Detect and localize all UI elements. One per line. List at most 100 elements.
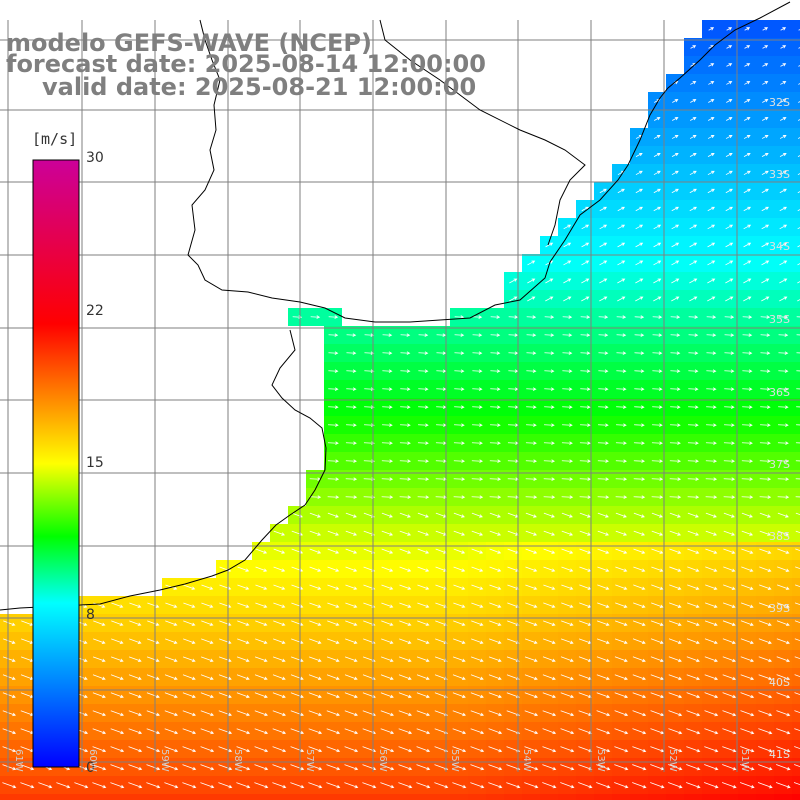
wind-speed-cell	[792, 506, 800, 524]
wind-arrow	[578, 782, 593, 789]
wind-arrow	[417, 584, 430, 590]
wind-arrow	[452, 710, 466, 717]
colorbar-tick: 8	[86, 607, 95, 623]
wind-arrow	[38, 782, 53, 789]
wind-arrow	[758, 764, 773, 771]
wind-arrow	[147, 602, 160, 608]
wind-arrow	[290, 728, 305, 735]
wind-arrow	[761, 242, 770, 248]
wind-arrow	[708, 81, 715, 85]
wind-arrow	[561, 530, 574, 536]
wind-arrow	[744, 45, 751, 49]
wind-arrow	[364, 351, 375, 355]
wind-arrow	[218, 710, 232, 717]
wind-arrow	[707, 260, 716, 266]
wind-arrow	[2, 674, 16, 681]
wind-speed-cell	[486, 794, 504, 800]
wind-speed-cell	[270, 794, 288, 800]
wind-arrow	[777, 548, 790, 554]
wind-arrow	[743, 135, 751, 139]
wind-arrow	[707, 152, 715, 157]
wind-arrow	[705, 477, 718, 481]
wind-arrow	[110, 710, 124, 717]
wind-arrow	[93, 602, 106, 608]
wind-arrow	[761, 260, 770, 266]
wind-arrow	[182, 782, 197, 789]
wind-arrow	[128, 656, 142, 662]
wind-arrow	[2, 746, 17, 753]
wind-arrow	[617, 224, 626, 230]
wind-arrow	[797, 227, 800, 230]
wind-arrow	[706, 351, 717, 355]
wind-arrow	[488, 692, 502, 699]
wind-arrow	[182, 710, 196, 717]
wind-arrow	[759, 459, 771, 463]
wind-arrow	[690, 81, 697, 85]
wind-arrow	[380, 782, 395, 789]
wind-arrow	[489, 495, 502, 499]
wind-arrow	[327, 459, 339, 463]
wind-arrow	[380, 656, 394, 662]
wind-arrow	[689, 296, 698, 302]
wind-arrow	[668, 674, 683, 681]
wind-arrow	[740, 728, 755, 735]
wind-arrow	[453, 495, 466, 499]
wind-arrow	[706, 405, 717, 409]
wind-arrow	[779, 152, 787, 157]
wind-arrow	[435, 620, 448, 626]
wind-arrow	[560, 728, 575, 735]
wind-arrow	[797, 209, 800, 212]
wind-arrow	[795, 548, 800, 552]
wind-arrow	[2, 782, 17, 789]
wind-arrow	[725, 170, 733, 176]
wind-arrow	[524, 764, 539, 771]
wind-arrow	[129, 620, 142, 626]
wind-arrow	[363, 459, 375, 463]
wind-arrow	[598, 369, 609, 373]
wind-arrow	[454, 369, 465, 373]
lon-label: 55W	[449, 749, 460, 772]
wind-arrow	[615, 584, 628, 590]
wind-arrow	[758, 746, 773, 753]
wind-arrow	[704, 620, 718, 627]
wind-arrow	[255, 620, 268, 626]
wind-arrow	[722, 620, 736, 627]
wind-speed-cell	[756, 794, 774, 800]
wind-arrow	[399, 602, 412, 608]
wind-arrow	[452, 656, 466, 663]
wind-arrow	[488, 782, 503, 789]
wind-speed-cell	[792, 236, 800, 254]
wind-speed-cell	[378, 794, 396, 800]
wind-arrow	[686, 620, 700, 627]
wind-arrow	[579, 530, 592, 536]
lon-label: 59W	[159, 749, 170, 772]
wind-arrow	[635, 296, 644, 302]
wind-arrow	[651, 548, 664, 554]
wind-arrow	[761, 278, 770, 284]
wind-arrow	[597, 566, 610, 572]
wind-speed-cell	[594, 794, 612, 800]
lat-label: 37S	[769, 458, 790, 471]
wind-arrow	[708, 63, 715, 67]
wind-arrow	[760, 351, 771, 355]
wind-arrow	[453, 530, 466, 536]
wind-arrow	[579, 441, 591, 445]
wind-arrow	[653, 224, 662, 230]
wind-arrow	[707, 188, 715, 194]
wind-arrow	[489, 548, 502, 554]
wind-arrow	[488, 674, 502, 681]
wind-arrow	[740, 602, 754, 609]
wind-arrow	[74, 782, 89, 789]
wind-arrow	[741, 566, 754, 572]
wind-arrow	[599, 206, 607, 212]
wind-arrow	[777, 512, 789, 518]
wind-arrow	[653, 260, 662, 266]
wind-arrow	[290, 746, 305, 753]
wind-arrow	[183, 620, 196, 626]
wind-arrow	[580, 369, 591, 373]
wind-arrow	[668, 710, 683, 717]
wind-arrow	[759, 530, 772, 536]
wind-arrow	[688, 423, 699, 427]
wind-arrow	[743, 117, 751, 121]
coastline	[0, 1, 791, 611]
